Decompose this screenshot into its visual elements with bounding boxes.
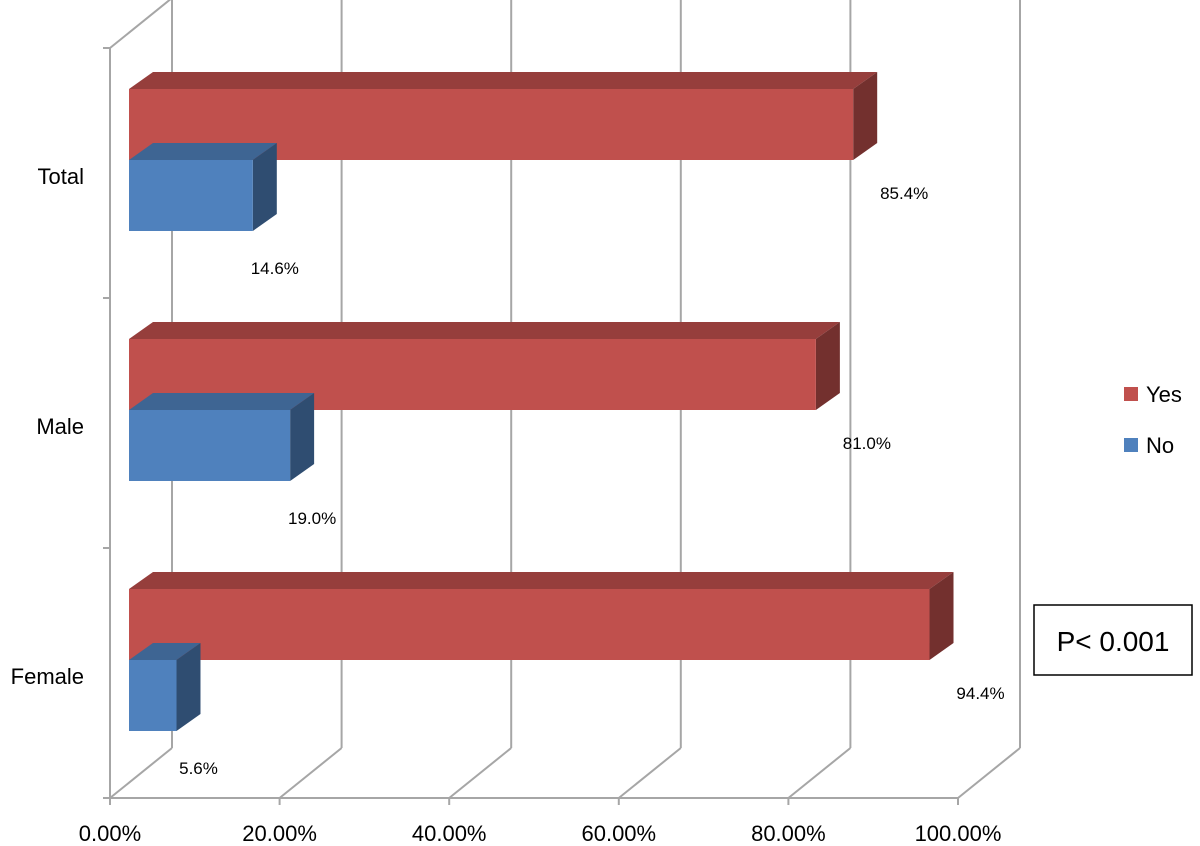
category-label: Female bbox=[11, 664, 84, 689]
bar-no-top bbox=[129, 143, 277, 160]
x-tick-label: 80.00% bbox=[751, 821, 826, 846]
bar-no-top bbox=[129, 393, 315, 410]
category-label: Total bbox=[38, 164, 84, 189]
legend-swatch-no bbox=[1124, 438, 1138, 452]
floor-gridline bbox=[109, 747, 173, 799]
x-tick-label: 0.00% bbox=[79, 821, 141, 846]
p-value-text: P< 0.001 bbox=[1057, 626, 1170, 657]
data-label-no: 19.0% bbox=[288, 509, 336, 528]
bar-yes-top bbox=[129, 572, 954, 589]
bar-no-side bbox=[290, 393, 315, 481]
bar-no bbox=[129, 160, 253, 231]
data-label-yes: 81.0% bbox=[843, 434, 891, 453]
bar-yes-top bbox=[129, 72, 878, 89]
floor-gridline bbox=[448, 747, 512, 799]
bar-yes-top bbox=[129, 322, 840, 339]
data-label-yes: 94.4% bbox=[956, 684, 1004, 703]
side-wall-top-edge bbox=[109, 0, 172, 49]
x-tick-label: 20.00% bbox=[242, 821, 317, 846]
bar-no-side bbox=[176, 643, 201, 731]
bar-yes-side bbox=[853, 72, 878, 160]
data-label-no: 5.6% bbox=[179, 759, 218, 778]
bar-yes-side bbox=[929, 572, 954, 660]
floor-gridline bbox=[278, 747, 343, 799]
bar-no-top bbox=[129, 643, 201, 660]
bar-yes bbox=[129, 589, 930, 660]
x-tick-label: 40.00% bbox=[412, 821, 487, 846]
floor-gridline bbox=[618, 747, 682, 799]
floor-gridline bbox=[787, 747, 852, 799]
bar-no-side bbox=[252, 143, 277, 231]
legend-label-yes: Yes bbox=[1146, 382, 1182, 407]
legend-swatch-yes bbox=[1124, 387, 1138, 401]
legend-label-no: No bbox=[1146, 433, 1174, 458]
bar-no bbox=[129, 410, 291, 481]
bar-no bbox=[129, 660, 177, 731]
x-tick-label: 100.00% bbox=[915, 821, 1002, 846]
data-label-no: 14.6% bbox=[251, 259, 299, 278]
x-tick-label: 60.00% bbox=[581, 821, 656, 846]
data-label-yes: 85.4% bbox=[880, 184, 928, 203]
p-value-box bbox=[1033, 604, 1193, 676]
bar-yes-side bbox=[815, 322, 840, 410]
category-label: Male bbox=[36, 414, 84, 439]
floor-gridline bbox=[957, 747, 1021, 799]
